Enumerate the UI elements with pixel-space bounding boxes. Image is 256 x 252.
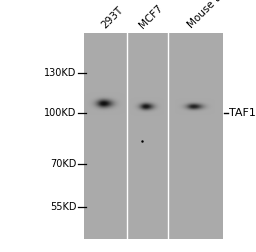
Text: 100KD: 100KD [45,108,77,118]
Text: 293T: 293T [99,5,125,30]
Text: Mouse thymus: Mouse thymus [186,0,247,30]
Text: 130KD: 130KD [45,68,77,78]
Text: TAF1C: TAF1C [229,108,256,117]
Bar [84,33,223,239]
Text: MCF7: MCF7 [137,3,165,30]
Text: 55KD: 55KD [50,202,77,212]
Text: 70KD: 70KD [50,159,77,169]
